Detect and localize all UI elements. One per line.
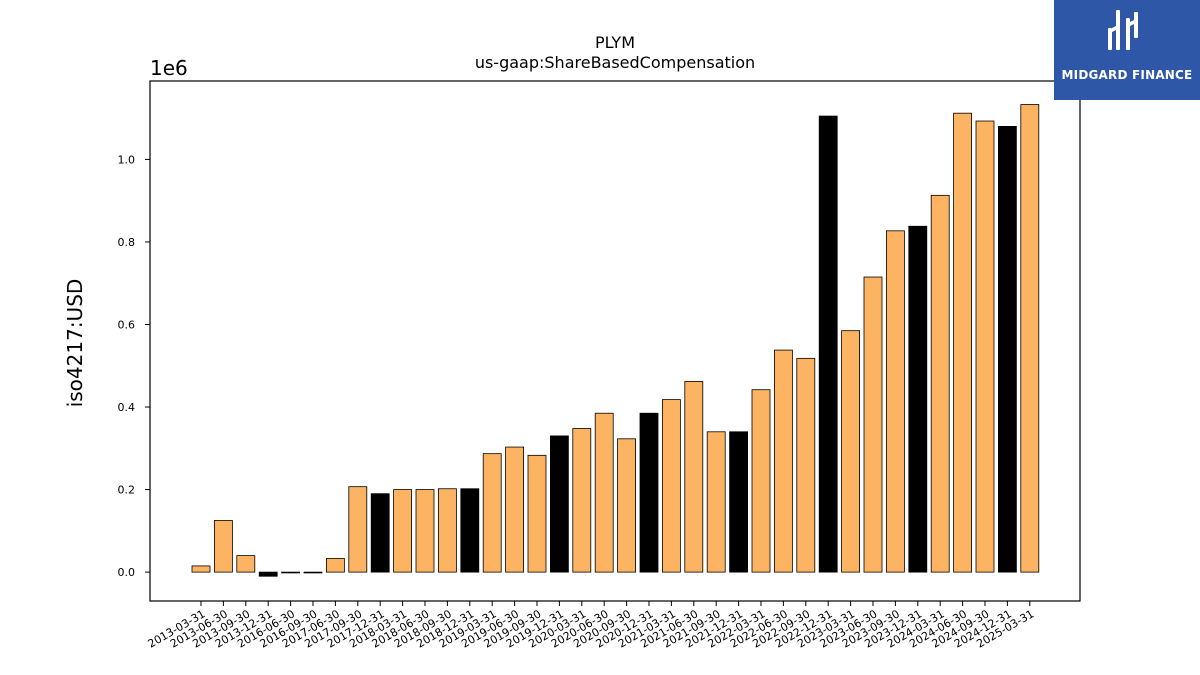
bar-2019-06-30 xyxy=(505,446,525,573)
bar-2020-06-30 xyxy=(594,412,614,573)
y-tick-label: 0.8 xyxy=(118,236,136,249)
bar-2024-12-31 xyxy=(998,125,1017,573)
bar-2021-12-31 xyxy=(729,431,748,573)
logo-text: MIDGARD FINANCE xyxy=(1061,68,1193,82)
bar-2023-06-30 xyxy=(863,276,883,573)
logo-mark-icon xyxy=(1108,10,1138,50)
bar-2018-03-31 xyxy=(393,489,413,573)
y-tick-label: 0.2 xyxy=(118,484,136,497)
plot-frame xyxy=(149,80,1081,602)
y-tick-label: 0.4 xyxy=(118,401,136,414)
bar-2022-09-30 xyxy=(796,357,816,573)
bar-2017-09-30 xyxy=(348,486,368,573)
y-tick-label: 0.6 xyxy=(118,318,136,331)
bar-2020-12-31 xyxy=(639,412,659,573)
y-axis-label: iso4217:USD xyxy=(63,279,87,408)
bar-2013-09-30 xyxy=(236,555,256,573)
bar-2021-06-30 xyxy=(684,381,704,573)
chart-subtitle: us-gaap:ShareBasedCompensation xyxy=(475,53,755,72)
bar-2019-12-31 xyxy=(550,435,569,573)
chart-title: PLYM xyxy=(595,33,635,52)
bar-2021-03-31 xyxy=(662,399,681,573)
bar-2022-03-31 xyxy=(751,389,771,573)
bar-2016-06-30 xyxy=(281,571,301,574)
bar-2024-03-31 xyxy=(930,194,950,573)
bar-2022-06-30 xyxy=(774,349,793,573)
bar-2018-06-30 xyxy=(415,489,435,573)
bars xyxy=(191,104,1040,577)
bar-2021-09-30 xyxy=(706,431,726,573)
bar-2018-12-31 xyxy=(460,488,480,573)
bar-2022-12-31 xyxy=(818,115,838,573)
y-ticks: 0.0 0.2 0.4 0.6 0.8 1.0 xyxy=(118,153,150,579)
bar-2013-12-31 xyxy=(258,571,278,577)
bar-2023-03-31 xyxy=(841,330,860,573)
x-ticks: 2013-03-312013-06-302013-09-302013-12-31… xyxy=(146,601,1036,651)
bar-2023-09-30 xyxy=(886,230,905,573)
bar-2016-09-30 xyxy=(303,571,323,574)
y-tick-label: 0.0 xyxy=(118,566,136,579)
bar-2019-03-31 xyxy=(482,453,502,573)
bar-2020-03-31 xyxy=(572,428,592,573)
bar-2017-06-30 xyxy=(325,558,345,573)
y-tick-label: 1.0 xyxy=(118,153,136,166)
y-scale-label: 1e6 xyxy=(150,56,188,80)
bar-2025-03-31 xyxy=(1020,104,1040,573)
bar-2023-12-31 xyxy=(908,225,928,573)
bar-2013-06-30 xyxy=(213,520,233,573)
bar-2024-06-30 xyxy=(953,112,972,573)
bar-2020-09-30 xyxy=(617,438,636,573)
bar-2019-09-30 xyxy=(527,454,547,573)
bar-2024-09-30 xyxy=(975,120,995,573)
bar-2013-03-31 xyxy=(191,565,211,573)
bar-2018-09-30 xyxy=(437,488,457,573)
bar-2017-12-31 xyxy=(370,493,390,573)
midgard-finance-logo: MIDGARD FINANCE xyxy=(1054,0,1200,100)
